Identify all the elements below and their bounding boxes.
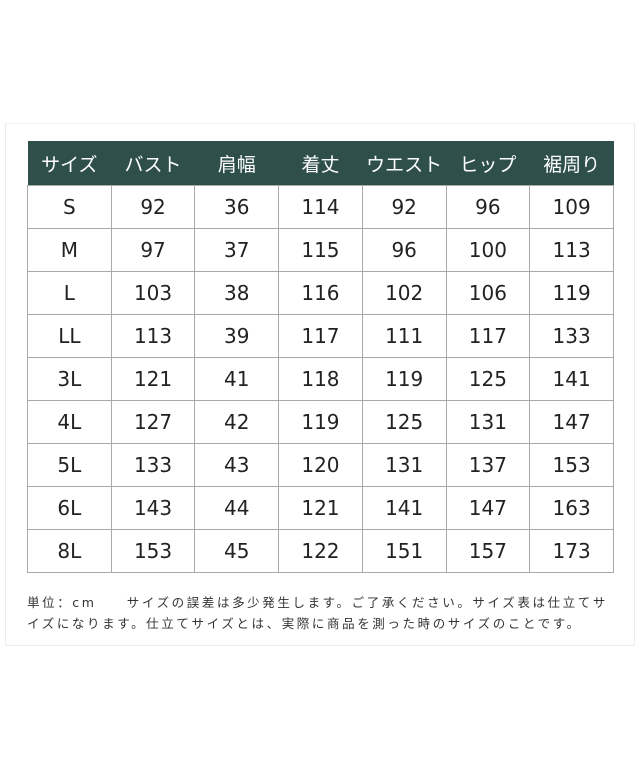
measurement-cell: 36: [194, 185, 280, 229]
measurement-cell: 109: [529, 185, 614, 229]
measurement-cell: 39: [194, 314, 280, 358]
size-note: 単位：cm サイズの誤差は多少発生します。ご了承ください。サイズ表は仕立てサイズ…: [27, 595, 608, 631]
column-header: 着丈: [278, 141, 363, 186]
table-row: M 97 37 115 96 100 113: [27, 228, 614, 272]
column-header: 肩幅: [194, 141, 279, 186]
measurement-cell: 121: [278, 486, 363, 530]
measurement-cell: 133: [110, 443, 196, 487]
measurement-cell: 143: [110, 486, 196, 530]
measurement-cell: 41: [194, 357, 280, 401]
size-cell: 6L: [27, 486, 112, 530]
measurement-cell: 127: [110, 400, 196, 444]
measurement-cell: 45: [194, 529, 280, 573]
measurement-cell: 119: [278, 400, 363, 444]
table-row: S 92 36 114 92 96 109: [27, 185, 614, 229]
measurement-cell: 121: [110, 357, 196, 401]
measurement-cell: 173: [529, 529, 614, 573]
size-cell: LL: [27, 314, 112, 358]
measurement-cell: 113: [110, 314, 196, 358]
measurement-cell: 147: [529, 400, 614, 444]
measurement-cell: 137: [445, 443, 531, 487]
size-cell: 3L: [27, 357, 112, 401]
measurement-cell: 102: [361, 271, 447, 315]
measurement-cell: 117: [278, 314, 363, 358]
measurement-cell: 163: [529, 486, 614, 530]
table-row: 5L 133 43 120 131 137 153: [27, 443, 614, 487]
measurement-cell: 106: [445, 271, 531, 315]
measurement-cell: 114: [278, 185, 363, 229]
table-row: 8L 153 45 122 151 157 173: [27, 529, 614, 573]
measurement-cell: 96: [445, 185, 531, 229]
measurement-cell: 117: [445, 314, 531, 358]
measurement-cell: 100: [445, 228, 531, 272]
column-header: バスト: [111, 141, 195, 186]
measurement-cell: 44: [194, 486, 280, 530]
measurement-cell: 119: [361, 357, 447, 401]
column-header: ウエスト: [362, 141, 447, 186]
measurement-cell: 141: [361, 486, 447, 530]
measurement-cell: 153: [110, 529, 196, 573]
measurement-cell: 92: [361, 185, 447, 229]
measurement-cell: 131: [445, 400, 531, 444]
measurement-cell: 97: [110, 228, 196, 272]
measurement-cell: 119: [529, 271, 614, 315]
measurement-cell: 147: [445, 486, 531, 530]
measurement-cell: 92: [110, 185, 196, 229]
measurement-cell: 115: [278, 228, 363, 272]
size-cell: M: [27, 228, 112, 272]
size-cell: 8L: [27, 529, 112, 573]
measurement-cell: 157: [445, 529, 531, 573]
measurement-cell: 131: [361, 443, 447, 487]
header-row: サイズ バスト 肩幅 着丈 ウエスト ヒップ 裾周り: [27, 141, 614, 186]
size-cell: L: [27, 271, 112, 315]
measurement-cell: 125: [361, 400, 447, 444]
measurement-cell: 125: [445, 357, 531, 401]
table-row: 6L 143 44 121 141 147 163: [27, 486, 614, 530]
table-row: 4L 127 42 119 125 131 147: [27, 400, 614, 444]
measurement-cell: 111: [361, 314, 447, 358]
measurement-cell: 42: [194, 400, 280, 444]
column-header: ヒップ: [446, 141, 530, 186]
measurement-cell: 96: [361, 228, 447, 272]
measurement-cell: 37: [194, 228, 280, 272]
measurement-cell: 120: [278, 443, 363, 487]
measurement-cell: 133: [529, 314, 614, 358]
size-cell: 5L: [27, 443, 112, 487]
size-cell: S: [27, 185, 112, 229]
size-chart-table: サイズ バスト 肩幅 着丈 ウエスト ヒップ 裾周り S 92 36 114 92 96 109 M 97 3…: [27, 141, 614, 573]
size-cell: 4L: [27, 400, 112, 444]
measurement-cell: 151: [361, 529, 447, 573]
measurement-cell: 153: [529, 443, 614, 487]
measurement-cell: 122: [278, 529, 363, 573]
table-row: L 103 38 116 102 106 119: [27, 271, 614, 315]
measurement-cell: 113: [529, 228, 614, 272]
measurement-cell: 43: [194, 443, 280, 487]
measurement-cell: 118: [278, 357, 363, 401]
measurement-cell: 103: [110, 271, 196, 315]
measurement-cell: 141: [529, 357, 614, 401]
column-header: 裾周り: [529, 141, 614, 186]
measurement-cell: 38: [194, 271, 280, 315]
table-row: 3L 121 41 118 119 125 141: [27, 357, 614, 401]
measurement-cell: 116: [278, 271, 363, 315]
table-row: LL 113 39 117 111 117 133: [27, 314, 614, 358]
column-header: サイズ: [27, 141, 112, 186]
